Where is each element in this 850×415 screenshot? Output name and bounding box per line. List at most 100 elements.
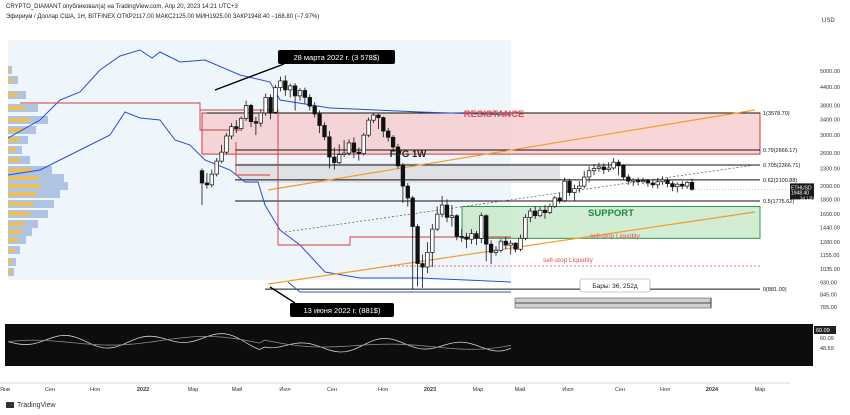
candle [684, 181, 690, 189]
candle-body [503, 240, 508, 246]
candle [650, 179, 655, 188]
candle [454, 214, 459, 241]
label-high-date-box [278, 50, 395, 64]
candle [390, 135, 396, 151]
candle [243, 100, 249, 121]
candle-body [542, 209, 548, 213]
candle-body [376, 114, 381, 118]
candle-body [258, 112, 263, 124]
candle-body [253, 121, 259, 124]
candle-body [650, 182, 655, 186]
time-axis-tick: Май [515, 386, 526, 393]
candle-body [474, 233, 479, 239]
candle [601, 163, 606, 175]
candle-body [552, 197, 557, 207]
candle-body [586, 170, 592, 178]
rsi-tick-1: 60.09 [820, 336, 834, 342]
volume-profile-bar-accent [8, 93, 18, 97]
candle [405, 182, 410, 207]
indicator-lines [7, 49, 760, 293]
candle [626, 174, 631, 185]
time-axis[interactable]: Янв Сен Ноя 2022 Мар Май Июл Сен Ноя 2023 Мар Май Ию… [0, 386, 765, 393]
candle-body [493, 249, 499, 253]
candle-body [596, 166, 602, 169]
candle-body [263, 97, 268, 114]
volume-profile-bar-accent [8, 168, 33, 172]
fib-label: 0.62(2100.88) [763, 178, 797, 184]
current-price-badge [790, 183, 814, 200]
candle-body [400, 165, 406, 187]
candle [435, 206, 440, 231]
candle [366, 117, 371, 138]
candle-body [557, 197, 562, 202]
candle [537, 207, 543, 218]
price-axis-tick: 930.00 [820, 280, 837, 286]
candle [332, 147, 337, 170]
time-axis-tick: Мар [755, 387, 766, 393]
candle [557, 192, 562, 204]
candle-body [449, 215, 455, 218]
candle [288, 83, 293, 98]
candle [464, 232, 469, 249]
candle [542, 205, 548, 219]
candle [341, 140, 347, 158]
candle-body [435, 213, 440, 230]
candle [660, 176, 665, 185]
candle [322, 122, 327, 141]
candle [631, 178, 636, 187]
candle-body [469, 233, 474, 240]
time-axis-tick: Янв [0, 387, 10, 393]
candle-body [410, 197, 415, 227]
candle-body [459, 236, 464, 238]
candle-body [680, 183, 685, 187]
price-axis-tick: 1440.00 [820, 225, 840, 231]
candle [508, 240, 513, 255]
candle [562, 177, 567, 203]
candle [484, 214, 489, 262]
candle [523, 214, 528, 241]
candle [621, 164, 626, 180]
resistance-label: RESISTANCE [464, 109, 525, 120]
time-axis-tick: Июл [279, 387, 290, 393]
candle-body [582, 176, 587, 187]
price-axis-tick: 845.00 [820, 292, 837, 298]
blue-range-bottom [287, 281, 511, 293]
price-axis[interactable]: USD 5000.00 4400.00 3800.00 3400.00 3000.00 26… [820, 18, 840, 311]
price-axis-currency: USD [822, 18, 835, 24]
price-axis-tick: 2300.00 [820, 167, 840, 173]
candle [356, 147, 361, 161]
candle-body [439, 204, 445, 215]
current-price-countdown: 3d 13h [800, 195, 814, 200]
candle [248, 103, 254, 128]
price-axis-tick: 1155.00 [820, 253, 839, 259]
candle [199, 168, 205, 206]
candle-body [341, 152, 347, 155]
candle [606, 162, 611, 172]
sell-stop-label-2: sell-stop Liquidity [543, 257, 594, 264]
volume-profile-bar-accent [8, 128, 24, 132]
price-axis-tick: 3400.00 [820, 117, 840, 123]
candle-body [626, 176, 631, 182]
candle [386, 127, 391, 142]
price-axis-tick: 3000.00 [820, 133, 840, 139]
current-price-symbol: ETHUSD [791, 185, 812, 191]
candle-body [616, 161, 621, 167]
candle-body [209, 173, 214, 186]
volume-profile-bar-accent [8, 230, 22, 234]
candle-body [518, 237, 523, 250]
candle-body [327, 136, 332, 158]
candle [498, 239, 504, 253]
candle-body [302, 90, 308, 98]
candle [552, 195, 557, 209]
candle-body [479, 215, 484, 239]
candle-body [415, 226, 420, 264]
time-axis-tick: Мар [473, 387, 484, 393]
time-axis-tick: 2024 [706, 387, 719, 393]
tradingview-logo[interactable]: TradingView [6, 402, 56, 409]
candle-body [635, 179, 641, 183]
fib-label: 0.79(2666.17) [763, 148, 797, 154]
candle-body [337, 154, 342, 164]
candle-body [508, 242, 513, 246]
candle-body [488, 243, 494, 253]
